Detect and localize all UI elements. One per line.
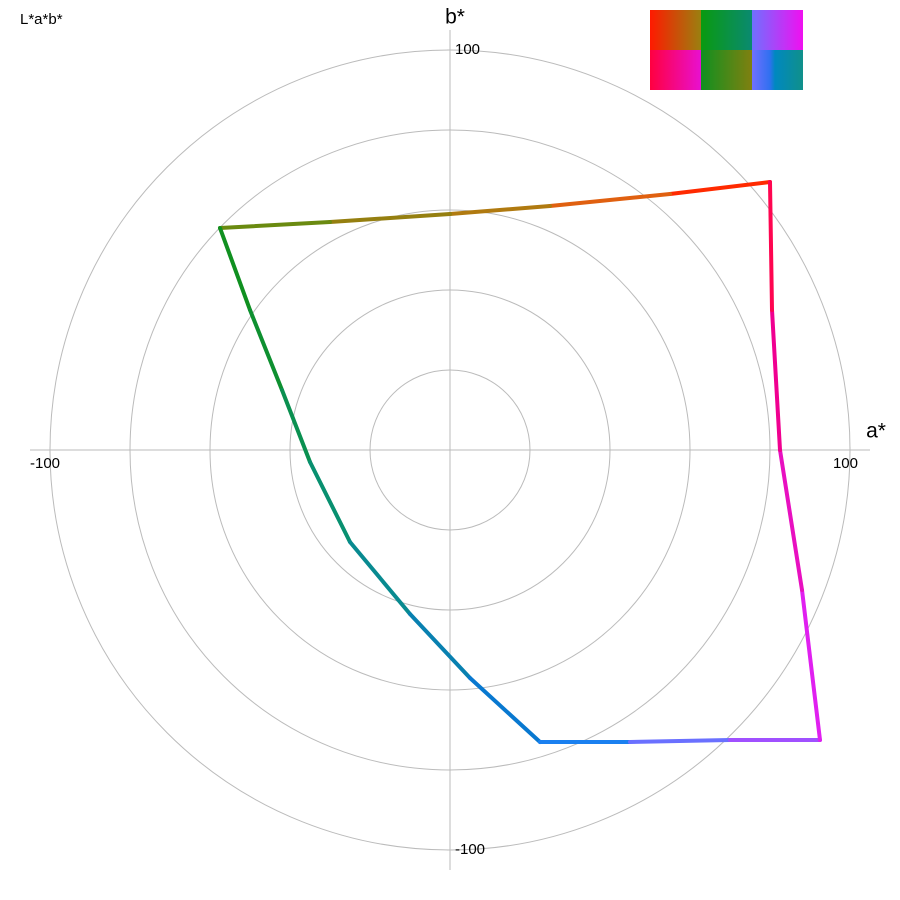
y-axis-label: b* bbox=[445, 6, 465, 29]
gamut-segment bbox=[548, 192, 672, 208]
swatch bbox=[752, 50, 803, 90]
swatch bbox=[650, 10, 701, 50]
gamut-segment bbox=[778, 448, 804, 592]
gamut-segment bbox=[218, 220, 332, 230]
chart-title: L*a*b* bbox=[20, 11, 63, 28]
gamut-segment bbox=[218, 226, 252, 312]
x-tick-label: 100 bbox=[833, 455, 858, 472]
swatches bbox=[650, 10, 803, 90]
gamut-segment bbox=[800, 588, 822, 742]
gamut-segment bbox=[768, 180, 774, 312]
gamut-segment bbox=[280, 388, 312, 464]
gamut-segment bbox=[468, 676, 542, 744]
gamut-segment bbox=[448, 204, 552, 216]
gamut-segment bbox=[668, 180, 772, 196]
swatch bbox=[650, 50, 701, 90]
x-tick-label: -100 bbox=[30, 455, 60, 472]
gamut-segment bbox=[328, 212, 452, 224]
gamut-segment bbox=[408, 612, 472, 680]
swatch bbox=[701, 10, 752, 50]
swatch bbox=[701, 50, 752, 90]
gamut-segment bbox=[770, 308, 782, 452]
y-tick-label: 100 bbox=[455, 41, 480, 58]
gamut-segment bbox=[348, 540, 412, 616]
gamut-segment bbox=[248, 308, 284, 392]
gamut-segment bbox=[308, 460, 352, 544]
swatch bbox=[752, 10, 803, 50]
x-axis-label: a* bbox=[866, 420, 886, 443]
gamut-segment bbox=[628, 738, 732, 744]
y-tick-label: -100 bbox=[455, 841, 485, 858]
